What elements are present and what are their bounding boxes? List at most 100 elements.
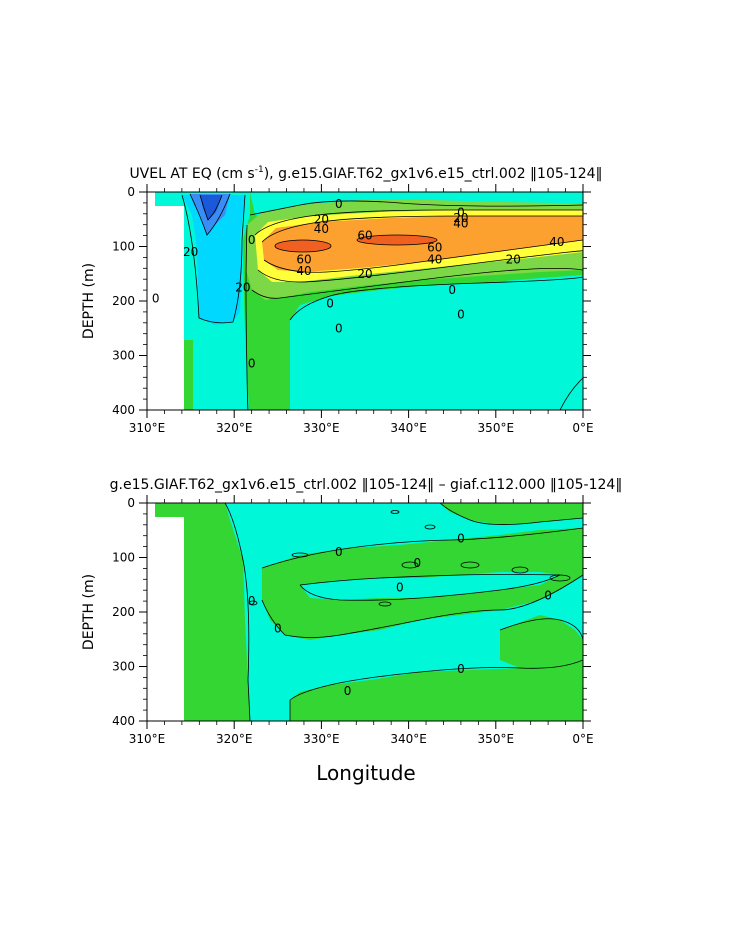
x-tick-label: 340°E [390,421,427,435]
y-tick-label: 200 [112,605,135,619]
panel-1: UVEL AT EQ (cm s-1), g.e15.GIAF.T62_gx1v… [81,165,603,435]
panel-2-contour-slot [299,574,561,601]
panel-2-contour-west [224,503,251,721]
y-tick-label: 400 [112,403,135,417]
contour-label: 0 [544,589,552,603]
contour-label: 0 [396,580,404,594]
panel-2-contour-blob-4 [460,561,480,569]
panel-2-land-mask-top [147,503,155,517]
panel-1-fill-blue-pocket [182,195,245,325]
panel-2-contour-band-lower [261,574,583,638]
contour-label: 0 [248,233,256,247]
contour-label: 0 [457,531,465,545]
panel-1-contour-se-corner [559,377,583,410]
panel-1-fill-red-core-east [357,235,437,245]
panel-1-fill-red-core-west [275,240,331,252]
panel-1-contour-west-core-inner [199,194,223,221]
x-tick-label: 340°E [390,732,427,746]
x-tick-label: 350°E [478,732,515,746]
panel-2-contour-blob-6 [549,574,571,582]
panel-2-field [147,503,583,721]
panel-1-contour-20-lower [257,250,583,283]
panel-2-contour-lines [224,503,583,721]
panel-1-contour-0-deep [289,275,583,321]
panel-2-contour-blob-3 [401,561,419,569]
panel-1-contour-20-west [181,194,246,324]
panel-1-contour-west-core-outer [189,193,231,236]
panel-2-contour-lower-east [499,618,583,641]
panel-1-contour-lines [181,193,583,410]
contour-label: 0 [448,283,456,297]
panel-1-contour-40-upper [261,215,583,243]
panel-1-field [147,192,583,410]
panel-1-axes: 310°E 320°E 330°E 340°E 350°E 0°E010020030040… [112,184,594,435]
y-tick-label: 100 [112,551,135,565]
panel-2-contour-blob-1 [424,524,436,530]
contour-label: 0 [344,684,352,698]
panel-1-contour-40-lower [263,239,583,273]
contour-label: 40 [296,264,311,278]
panel-1-title-exponent: -1 [255,165,264,175]
contour-label: 0 [335,321,343,335]
y-tick-label: 0 [127,185,135,199]
panel-2-contour-blob-8 [291,552,309,558]
panel-2-xlabel: Longitude [316,761,415,785]
panel-1-fill-east-cyan-bottom [290,275,583,410]
panel-1-ylabel: DEPTH (m) [81,263,97,339]
contour-label: 0 [335,545,343,559]
contour-label: 20 [235,280,250,294]
panel-1-contour-0-west [245,224,249,410]
contour-label: 20 [314,212,329,226]
x-tick-label: 320°E [216,732,253,746]
panel-2-title: g.e15.GIAF.T62_gx1v6.e15_ctrl.002 ‖105-1… [110,477,623,493]
contour-label: 20 [453,211,468,225]
x-tick-label: 310°E [129,732,166,746]
contour-label: 0 [335,197,343,211]
panel-2-fill-green-lower-east [500,615,583,668]
x-tick-label: 310°E [129,421,166,435]
x-tick-label: 330°E [303,421,340,435]
y-tick-label: 300 [112,349,135,363]
panel-2-contour-lower [289,659,583,721]
contour-label: 0 [248,357,256,371]
contour-label: 60 [357,229,372,243]
contour-label: 0 [152,291,160,305]
contour-label: 20 [357,267,372,281]
contour-label: 40 [314,222,329,236]
panel-2-contour-blob-9 [248,600,258,606]
panel-2-ylabel: DEPTH (m) [81,574,97,650]
panel-1-contour-60-west [274,239,332,253]
contour-label: 0 [248,594,256,608]
panel-1-title: UVEL AT EQ (cm s-1), g.e15.GIAF.T62_gx1v… [129,165,602,182]
panel-1-contour-0-lower [251,267,583,299]
y-tick-label: 200 [112,294,135,308]
contour-label: 0 [413,556,421,570]
panel-1-contour-20-upper [254,209,583,236]
panel-2-contour-blob-7 [378,601,392,607]
contour-label: 0 [457,206,465,220]
panel-1-contour-0-upper [249,200,583,216]
x-tick-label: 0°E [572,421,593,435]
contour-label: 20 [506,253,521,267]
x-tick-label: 0°E [572,732,593,746]
contour-label: 0 [457,662,465,676]
contour-label: 60 [296,253,311,267]
panel-1-land-mask-top [147,192,155,206]
x-tick-label: 330°E [303,732,340,746]
panel-2-axes: 310°E 320°E 330°E 340°E 350°E 0°E 0 100 200 300 40… [112,495,594,746]
panel-2-land-mask [147,517,184,721]
panel-2: g.e15.GIAF.T62_gx1v6.e15_ctrl.002 ‖105-1… [81,477,622,785]
panel-1-contour-60-east [356,234,438,246]
panel-2-fill-green-surface-east [440,503,583,525]
panel-1-land-mask [147,206,184,410]
y-tick-label: 400 [112,714,135,728]
contour-label: 40 [549,235,564,249]
contour-label: 0 [457,308,465,322]
y-tick-label: 0 [127,496,135,510]
panel-2-contour-surface-east [439,503,583,525]
x-tick-label: 320°E [216,421,253,435]
contour-label: 40 [453,217,468,231]
